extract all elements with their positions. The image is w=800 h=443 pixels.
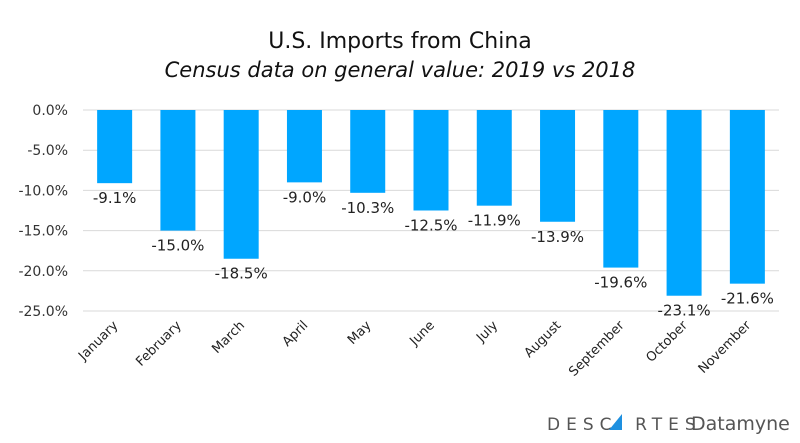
x-category-label: November <box>696 318 755 377</box>
y-tick-label: -20.0% <box>18 264 68 280</box>
bar <box>350 110 386 193</box>
chart-subtitle: Census data on general value: 2019 vs 20… <box>165 58 636 82</box>
data-label: -9.0% <box>283 188 327 206</box>
bar <box>97 110 133 184</box>
x-category-label: September <box>566 318 628 380</box>
y-tick-label: -25.0% <box>18 304 68 320</box>
data-label: -9.1% <box>93 189 137 207</box>
bar <box>160 110 196 231</box>
y-tick-label: -15.0% <box>18 224 68 240</box>
data-label: -13.9% <box>531 228 584 246</box>
x-category-label: April <box>280 318 312 350</box>
bar <box>476 110 512 206</box>
logo-text-datamyne: Datamyne <box>691 413 790 435</box>
data-label: -21.6% <box>721 290 774 308</box>
x-category-label: June <box>406 318 437 349</box>
bar <box>223 110 259 259</box>
x-category-label: February <box>133 318 185 370</box>
bar <box>540 110 576 222</box>
bar <box>413 110 449 211</box>
x-category-label: January <box>75 318 121 364</box>
x-category-label: October <box>644 318 692 366</box>
x-category-label: August <box>522 318 565 361</box>
descartes-logo: DESCARTES Datamyne <box>547 413 790 435</box>
logo-text-descartes: DESCARTES <box>547 415 702 435</box>
y-tick-label: -10.0% <box>18 183 68 199</box>
bar <box>666 110 702 296</box>
bar <box>603 110 639 268</box>
data-label: -11.9% <box>468 212 521 230</box>
y-tick-label: -5.0% <box>27 143 68 159</box>
bar <box>286 110 322 183</box>
bar <box>729 110 765 284</box>
x-category-label: March <box>209 318 248 357</box>
logo-triangle-icon <box>609 414 622 430</box>
data-label: -18.5% <box>215 265 268 283</box>
chart-title: U.S. Imports from China <box>268 29 532 54</box>
x-category-label: July <box>473 318 501 346</box>
data-label: -15.0% <box>151 237 204 255</box>
data-label: -10.3% <box>341 199 394 217</box>
x-category-label: May <box>345 318 375 348</box>
data-label: -12.5% <box>404 217 457 235</box>
data-label: -23.1% <box>658 302 711 320</box>
data-label: -19.6% <box>594 274 647 292</box>
y-tick-label: 0.0% <box>32 103 68 119</box>
